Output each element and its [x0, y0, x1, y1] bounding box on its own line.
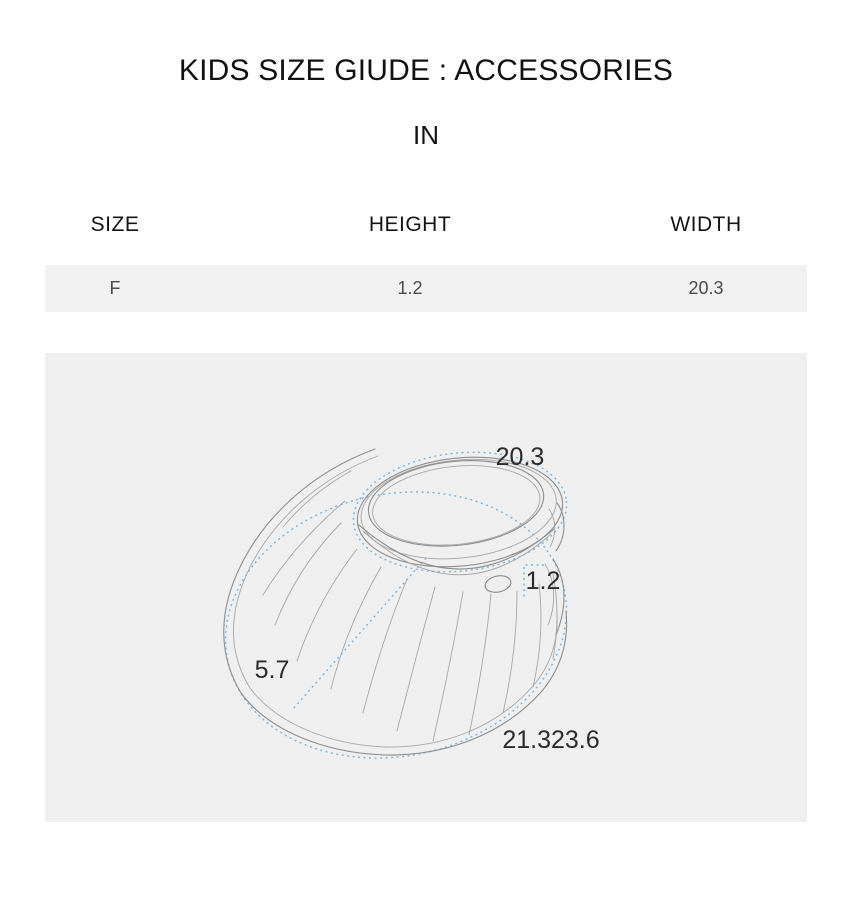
brim-depth-measure-line [292, 557, 427, 710]
cell-width-value: 20.3 [688, 278, 724, 298]
band-width-label: 20.3 [496, 443, 545, 471]
band-width-measure-ellipse [352, 451, 568, 573]
column-header-width: WIDTH [670, 213, 742, 236]
cell-height-value: 1.2 [397, 278, 423, 298]
diagram-panel: 20.3 1.2 5.7 21.323.6 [45, 353, 807, 822]
overall-width-label: 21.323.6 [502, 726, 599, 754]
visor-brim [223, 448, 568, 756]
table-row: F 1.2 20.3 [45, 265, 807, 312]
visor-band [356, 456, 565, 636]
band-height-label: 1.2 [526, 567, 561, 595]
size-table-header: SIZE HEIGHT WIDTH [45, 201, 807, 249]
unit-label: IN [413, 120, 439, 150]
cell-size-value: F [109, 278, 121, 298]
page-title: KIDS SIZE GIUDE : ACCESSORIES [178, 54, 674, 87]
brim-depth-label: 5.7 [255, 656, 290, 684]
size-table: SIZE HEIGHT WIDTH F 1.2 20.3 [45, 201, 807, 312]
band-button [484, 575, 512, 593]
visor-sketch: 20.3 1.2 5.7 21.323.6 [223, 443, 600, 759]
column-header-height: HEIGHT [368, 213, 452, 236]
column-header-size: SIZE [90, 213, 140, 236]
band-height-measure-bracket [523, 564, 544, 598]
